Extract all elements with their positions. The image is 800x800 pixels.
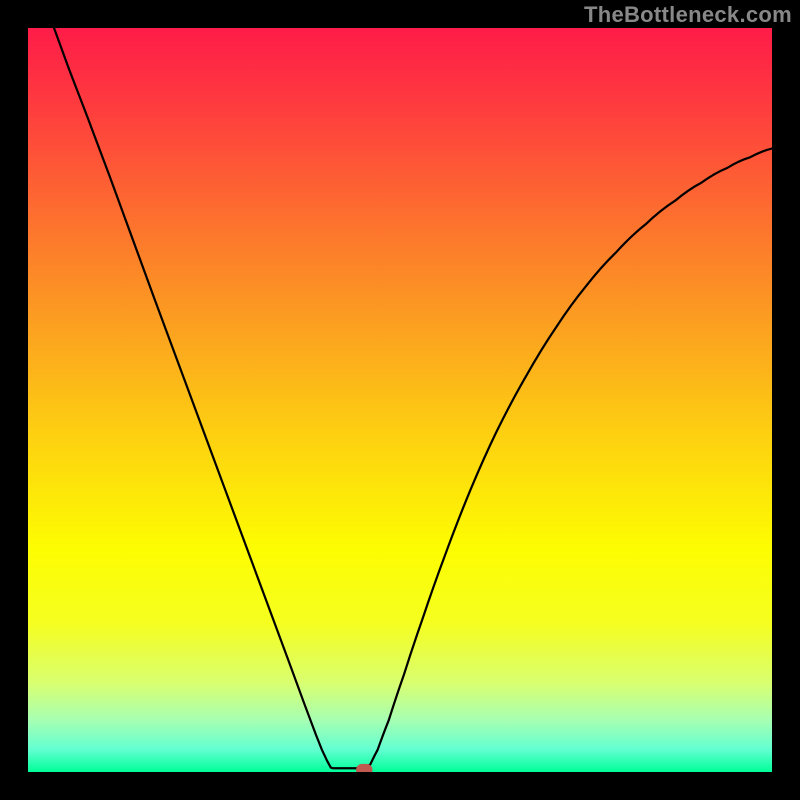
chart-region	[28, 28, 772, 772]
outer-frame: TheBottleneck.com	[0, 0, 800, 800]
gradient-background	[28, 28, 772, 772]
optimal-point-marker	[356, 764, 372, 772]
watermark-text: TheBottleneck.com	[584, 2, 792, 28]
bottleneck-chart	[28, 28, 772, 772]
